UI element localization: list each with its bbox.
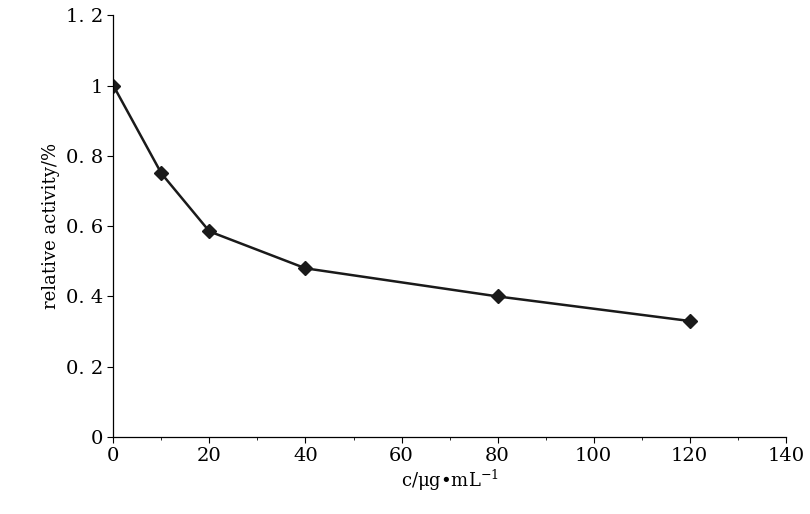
X-axis label: c/μg•mL$^{-1}$: c/μg•mL$^{-1}$ bbox=[401, 468, 498, 493]
Y-axis label: relative activity/%: relative activity/% bbox=[42, 143, 60, 309]
